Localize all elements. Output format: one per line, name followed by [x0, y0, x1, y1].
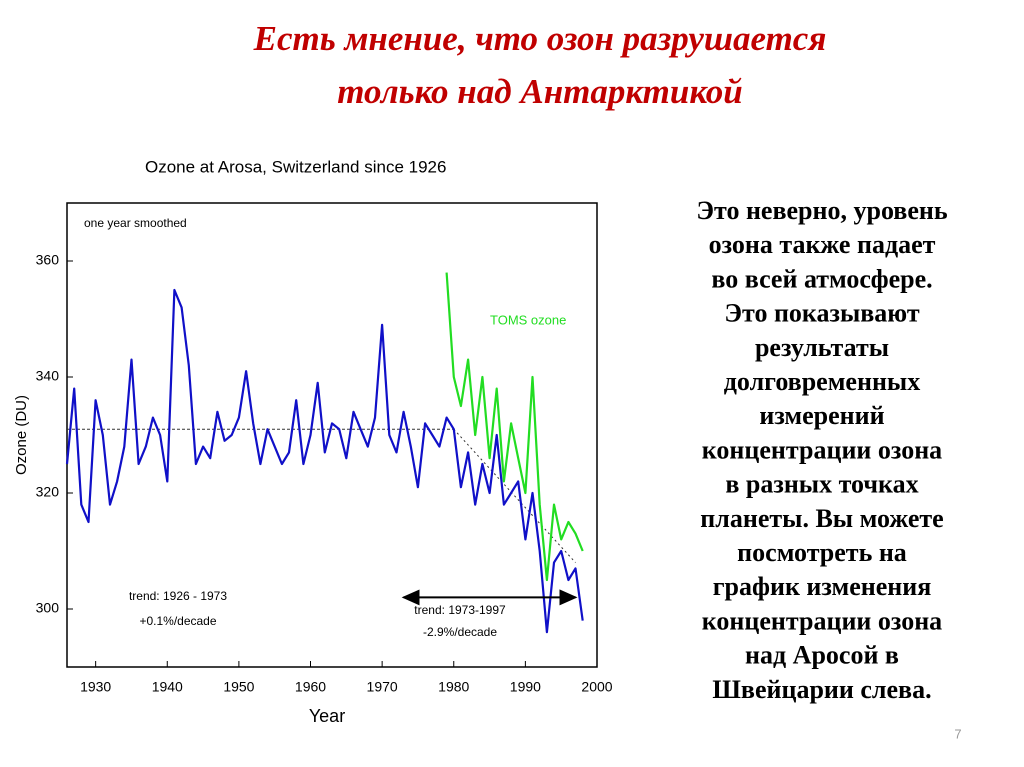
series-label: TOMS ozone — [490, 312, 566, 327]
series-line — [65, 288, 584, 634]
x-tick-label: 1960 — [295, 679, 326, 695]
x-tick-label: 1930 — [80, 679, 111, 695]
body-text: Это неверно, уровень озона также падает во… — [696, 196, 947, 704]
plot-frame — [66, 202, 598, 668]
annotation: trend: 1926 - 1973 — [129, 589, 227, 603]
y-tick-label: 340 — [36, 368, 60, 384]
annotation: trend: 1973-1997 — [414, 603, 506, 617]
y-tick-label: 320 — [36, 484, 60, 500]
x-tick-label: 2000 — [581, 679, 612, 695]
text-line: посмотреть на — [737, 538, 907, 567]
x-axis-label: Year — [309, 706, 345, 726]
chart-title: Ozone at Arosa, Switzerland since 1926 — [145, 157, 446, 176]
text-line: Это неверно, уровень — [696, 196, 947, 225]
x-tick-label: 1970 — [367, 679, 398, 695]
trend-line — [453, 428, 576, 563]
plot: 1930 1940 1950 1960 1970 1980 1990 2000 300 320 34… — [36, 202, 613, 695]
text-line: измерений — [759, 401, 884, 430]
y-tick-label: 360 — [36, 252, 60, 268]
x-tick-label: 1950 — [223, 679, 254, 695]
slide-title: только над Антарктикой — [337, 72, 742, 111]
text-line: во всей атмосфере. — [711, 264, 932, 293]
annotation: -2.9%/decade — [423, 625, 497, 639]
text-line: график изменения — [713, 572, 932, 601]
text-line: результаты — [755, 333, 889, 362]
text-line: планеты. Вы можете — [700, 504, 943, 533]
text-line: в разных точках — [725, 470, 918, 499]
y-axis-label: Ozone (DU) — [13, 395, 30, 475]
annotation: +0.1%/decade — [139, 614, 216, 628]
x-tick-label: 1940 — [152, 679, 183, 695]
page-number: 7 — [954, 726, 961, 741]
slide-title: Есть мнение, что озон разрушается — [253, 19, 827, 58]
x-tick-label: 1990 — [510, 679, 541, 695]
text-line: Швейцарии слева. — [712, 675, 931, 704]
series-line — [445, 272, 584, 582]
text-line: над Аросой в — [745, 641, 899, 670]
text-line: концентрации озона — [702, 435, 942, 464]
x-tick-label: 1980 — [438, 679, 469, 695]
text-line: Это показывают — [724, 299, 919, 328]
text-line: концентрации озона — [702, 606, 942, 635]
y-tick-label: 300 — [36, 600, 60, 616]
annotation: one year smoothed — [84, 216, 187, 230]
text-line: озона также падает — [709, 230, 936, 259]
text-line: долговременных — [724, 367, 920, 396]
